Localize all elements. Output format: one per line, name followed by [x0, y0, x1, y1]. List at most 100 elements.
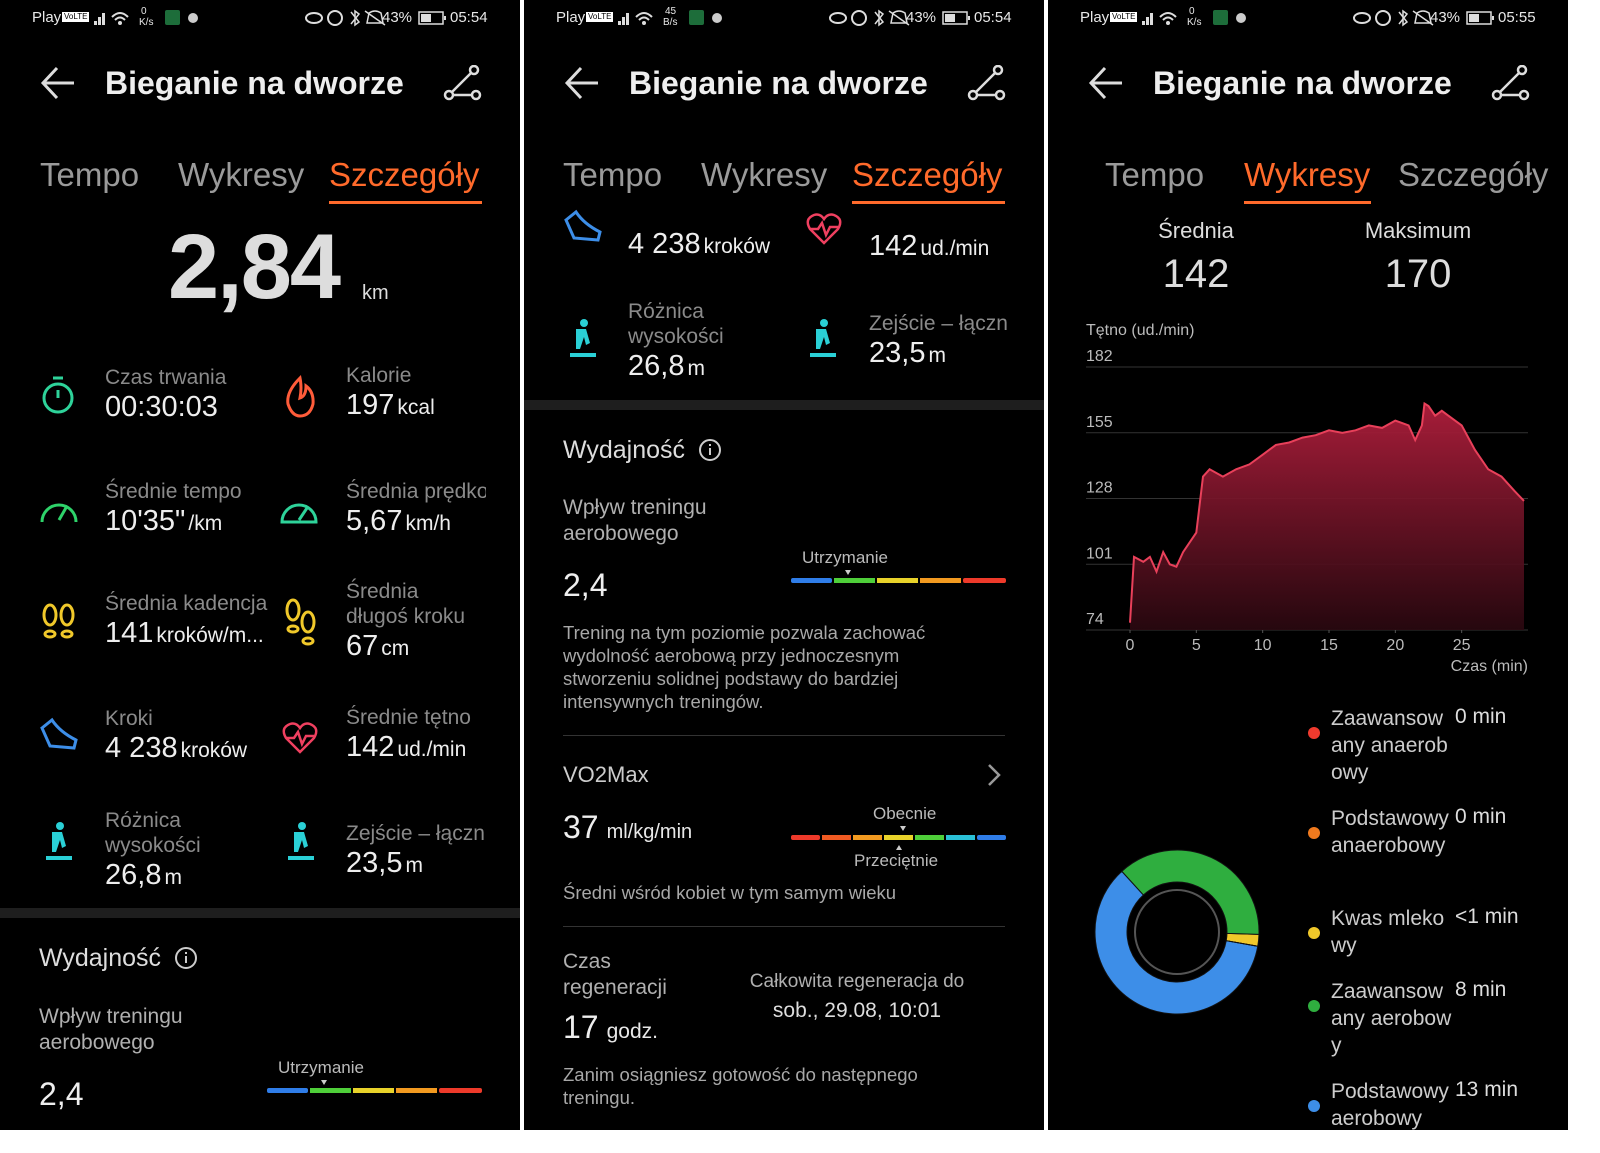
- zones-donut: [1094, 849, 1260, 1015]
- metric-label: Średnia kadencja: [105, 592, 268, 615]
- speed: 0: [141, 6, 147, 17]
- vo2max-note: Średni wśród kobiet w tym samym wieku: [563, 882, 897, 903]
- network: VoLTE: [1110, 12, 1138, 22]
- tab-active[interactable]: Szczegóły: [852, 156, 1003, 193]
- level-bar: [791, 570, 1006, 583]
- metric-label: Kroki: [105, 707, 153, 730]
- zone-dot: [1308, 827, 1320, 839]
- metric: Różnica wysokości 26,8 m: [105, 808, 235, 893]
- app-icons: [689, 10, 722, 25]
- status-icons: [305, 9, 386, 27]
- tab-active[interactable]: Szczegóły: [329, 156, 480, 193]
- back-button[interactable]: [40, 65, 76, 101]
- screen-title: Bieganie na dworze: [629, 65, 928, 101]
- x-tick-label: 15: [1320, 637, 1338, 654]
- network: VoLTE: [62, 12, 90, 22]
- screen: Play VoLTE 0 K/s 43% 05:54 Bieganie na d…: [0, 0, 520, 1130]
- carrier: Play: [556, 9, 586, 26]
- metric-label: Średnia prędko: [346, 480, 486, 503]
- zone-value: <1 min: [1455, 905, 1519, 928]
- line: [1129, 401, 1525, 623]
- metric-unit: ud./min: [920, 237, 990, 260]
- status-icons: [1353, 9, 1434, 27]
- metric: 142 ud./min: [869, 229, 989, 264]
- screen: Play VoLTE 0 K/s 43% 05:55 Bieganie na d…: [1048, 0, 1568, 1130]
- speed: 0: [1189, 6, 1195, 17]
- metric-unit: kroków/m...: [156, 624, 264, 647]
- performance-label: Wpływ treningu aerobowego: [39, 1005, 183, 1054]
- zone-name: Zaawansowany anaerobowy: [1331, 707, 1448, 784]
- info-icon[interactable]: [698, 438, 722, 462]
- battery: 43%: [1430, 9, 1461, 26]
- route-button[interactable]: [967, 65, 1007, 101]
- screen-title: Bieganie na dworze: [1153, 65, 1452, 101]
- y-tick-label: 74: [1086, 611, 1104, 628]
- status-icons: [829, 9, 910, 27]
- section-title: Wydajność: [563, 436, 686, 464]
- tab-active[interactable]: Wykresy: [1244, 156, 1371, 193]
- route-button[interactable]: [443, 65, 483, 101]
- tab[interactable]: Wykresy: [178, 156, 305, 193]
- recovery-full-label: Całkowita regeneracja do: [749, 971, 965, 992]
- performance-value: 2,4: [563, 567, 608, 603]
- zone-name: Kwas mlekowy: [1331, 907, 1445, 957]
- chevron[interactable]: [986, 762, 1002, 788]
- clock: 05:55: [1498, 9, 1536, 26]
- metric: 4 238 kroków: [628, 227, 770, 262]
- zone-name: Zaawansowany aerobowy: [1331, 980, 1452, 1057]
- metric: Czas trwania 00:30:03: [105, 365, 226, 425]
- metric: Zejście – łączn 23,5 m: [869, 311, 1007, 371]
- metric-value: 26,8: [105, 859, 162, 891]
- metric-unit: /km: [188, 512, 223, 535]
- tab[interactable]: Wykresy: [701, 156, 828, 193]
- summary-label: Średnia: [1158, 218, 1234, 243]
- distance: 2,84: [168, 216, 341, 318]
- summary-label: Maksimum: [1364, 218, 1472, 243]
- tab[interactable]: Tempo: [1105, 156, 1205, 193]
- donut-segment: [1121, 849, 1260, 935]
- vo2max-title: VO2Max: [563, 762, 649, 787]
- zone-name: Podstawowy anaerobowy: [1331, 807, 1449, 857]
- metric-unit: m: [164, 866, 182, 889]
- metric-unit: m: [687, 357, 705, 380]
- metric: Kroki 4 238 kroków: [105, 706, 247, 766]
- metric: Średnia długoś kroku 67 cm: [346, 579, 486, 664]
- app-icons: [165, 10, 198, 25]
- carrier: Play: [1080, 9, 1110, 26]
- back-button[interactable]: [1088, 65, 1124, 101]
- metric-icons: [564, 209, 842, 357]
- metric-value: 142: [869, 230, 918, 262]
- area: [1130, 403, 1525, 630]
- tab[interactable]: Tempo: [563, 156, 663, 193]
- metric-value: 4 238: [628, 228, 701, 260]
- recovery-full-date: sob., 29.08, 10:01: [772, 999, 942, 1022]
- metric-unit: kroków: [703, 235, 771, 258]
- screen: Play VoLTE 45 B/s 43% 05:54 Bieganie na …: [524, 0, 1044, 1130]
- level-label: Utrzymanie: [278, 1058, 364, 1077]
- battery: 43%: [906, 9, 937, 26]
- zone-dot: [1308, 927, 1320, 939]
- metric-value: 141: [105, 617, 154, 649]
- metric-value: 142: [346, 731, 395, 763]
- tab[interactable]: Tempo: [40, 156, 140, 193]
- metric: Średnie tempo 10'35"/km: [105, 479, 242, 539]
- tab-indicator: [329, 201, 482, 204]
- recovery: 17 godz.: [563, 1008, 658, 1046]
- tab[interactable]: Szczegóły: [1398, 156, 1549, 193]
- donut-center: [1134, 889, 1220, 975]
- vo2max-unit: ml/kg/min: [606, 821, 693, 843]
- metric: Średnia kadencja 141 kroków/m...: [105, 591, 283, 651]
- info-icon[interactable]: [174, 946, 198, 970]
- zone-value: 13 min: [1455, 1078, 1519, 1101]
- metric-value: 23,5: [869, 337, 926, 369]
- back-button[interactable]: [564, 65, 600, 101]
- metric-value: 10'35": [105, 505, 186, 537]
- x-tick-label: 5: [1192, 637, 1201, 654]
- zone-value: 8 min: [1455, 978, 1507, 1001]
- y-axis-label: Tętno (ud./min): [1086, 322, 1194, 339]
- metric-value: 67: [346, 630, 379, 662]
- route-button[interactable]: [1491, 65, 1531, 101]
- vo2max-bar: [791, 826, 1006, 850]
- x-axis-label: Czas (min): [1451, 658, 1528, 675]
